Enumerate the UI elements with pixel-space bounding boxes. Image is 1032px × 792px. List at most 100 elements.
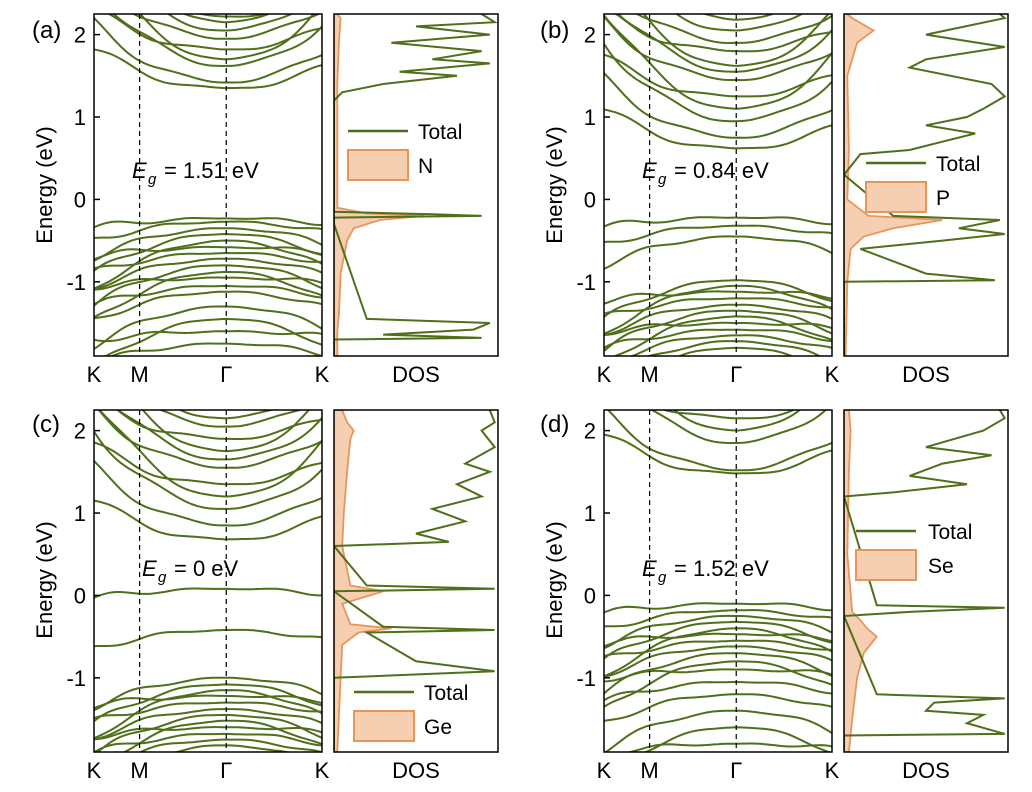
conduction-band-line [94,441,322,486]
valence-band-line [94,257,322,290]
ylabel-d: Energy (eV) [542,521,567,638]
valence-band-line [94,264,322,307]
total-dos-line [334,14,498,356]
dos-xlabel: DOS [902,362,950,387]
conduction-band-line [94,48,322,90]
gap-annotation-a: E g = 1.51 eV [132,158,259,188]
valence-band-line [94,270,322,319]
valence-band-line [94,220,322,239]
valence-band-line [96,713,322,752]
conduction-band-line [131,14,321,40]
dos-axes-frame [333,13,499,357]
legend-projected-swatch-c [353,710,415,742]
valence-band-line [94,676,322,712]
y-tick-label: 1 [74,501,86,526]
band-curves [604,14,832,356]
valence-band-line [604,709,832,752]
valence-band-line [604,224,832,243]
legend-total-label-b: Total [936,153,980,176]
y-tick-label: 2 [74,23,86,48]
valence-band-line [94,239,322,290]
y-tick-label: -1 [576,270,596,295]
legend-total-label-c: Total [424,682,468,705]
y-tick-label: -1 [576,666,596,691]
dos-plot-a: DOS [333,13,499,387]
dos-xlabel: DOS [902,758,950,783]
projected-dos-area [844,14,943,356]
band-curves [604,410,832,752]
gap-symbol-a: E [132,158,147,183]
valence-band-line [604,627,832,678]
gap-annotation-c: E g = 0 eV [142,556,239,586]
kpath-label: Γ [730,362,742,387]
legend-projected-label-a: N [418,155,433,178]
band-axes-frame [603,409,833,753]
kpath-label: Γ [220,758,232,783]
valence-band-line [604,614,832,650]
gap-symbol-b: E [642,158,657,183]
gap-value-b: = 0.84 eV [674,158,769,183]
valence-band-line [94,233,322,272]
conduction-band-line [94,17,322,84]
panel-label-b: (b) [540,17,569,44]
projected-dos-area [334,410,392,752]
legend-projected-swatch-d [855,549,917,581]
kpath-label: K [597,362,612,387]
valence-band-line [604,602,832,614]
legend-projected-label-d: Se [928,555,954,578]
valence-band-line [612,315,832,356]
gap-subscript-c: g [158,569,167,586]
conduction-band-line [107,14,322,51]
kpath-label: M [640,758,658,783]
conduction-band-line [649,410,828,444]
legend-projected-swatch-b [865,181,927,213]
valence-band-line [604,328,832,349]
total-dos-line [844,14,1007,356]
panel-a: (a) Energy (eV) -1 0 1 2 K M Γ K DOS E g = 1.51… [32,13,499,387]
valence-band-line [94,683,322,722]
y-tick-label: 0 [584,187,596,212]
conduction-band-line [138,14,315,61]
ylabel-b: Energy (eV) [542,126,567,243]
panel-label-d: (d) [540,411,569,438]
valence-band-line [604,742,832,752]
kpath-label: K [315,362,330,387]
dos-curves [844,14,1007,356]
valence-band-line [604,609,832,628]
gap-annotation-b: E g = 0.84 eV [642,158,769,188]
conduction-band-line [94,460,322,527]
valence-band-line [104,317,322,356]
dos-curves [334,14,498,356]
conduction-band-line [604,53,832,98]
valence-band-line [94,290,322,320]
conduction-band-line [604,15,832,82]
valence-band-line [138,738,322,752]
valence-band-line [94,587,322,599]
y-tick-label: -1 [66,270,86,295]
conduction-band-line [604,433,832,475]
band-axes-frame [93,13,323,357]
legend-total-label-a: Total [418,121,462,144]
conduction-band-line [94,431,322,510]
valence-band-line [677,346,794,356]
y-tick-label: -1 [66,666,86,691]
conduction-band-line [115,410,322,440]
valence-band-line [604,321,832,336]
valence-band-line [94,726,322,741]
kpath-label: M [130,362,148,387]
valence-band-line [604,620,832,660]
kpath-label: M [130,758,148,783]
dos-axes-frame [333,409,499,753]
valence-band-line [110,342,322,356]
conduction-band-line [178,410,275,420]
dos-xlabel: DOS [392,758,440,783]
conduction-band-line [141,410,311,453]
valence-band-line [94,245,322,261]
kpath-label: K [825,758,840,783]
conduction-band-line [94,499,322,541]
band-axes-frame [603,13,833,357]
dos-curves [334,410,497,752]
gap-symbol-d: E [642,556,657,581]
valence-band-line [604,639,832,658]
